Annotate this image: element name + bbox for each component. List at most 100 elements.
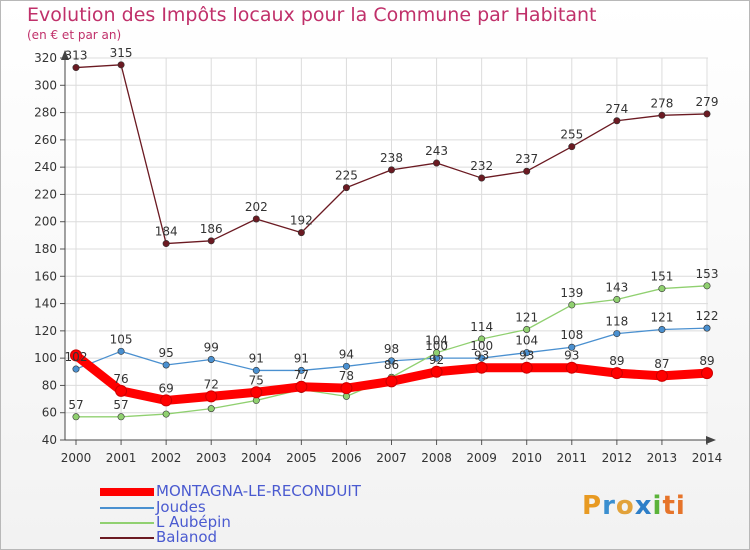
data-label: 86: [384, 358, 399, 372]
data-label: 92: [429, 353, 444, 367]
data-point: [117, 61, 125, 69]
data-point: [433, 159, 441, 167]
x-tick-label: 2008: [421, 451, 452, 465]
data-point: [565, 361, 578, 374]
data-label: 98: [384, 342, 399, 356]
legend-swatch: [100, 521, 154, 524]
data-point: [205, 390, 218, 403]
data-point: [162, 361, 170, 369]
data-point: [613, 117, 621, 125]
legend-swatch: [100, 536, 154, 539]
data-label: 102: [65, 350, 88, 364]
x-tick-label: 2014: [692, 451, 723, 465]
data-label: 202: [245, 200, 268, 214]
data-label: 255: [560, 128, 583, 142]
data-label: 77: [294, 368, 309, 382]
data-point: [207, 405, 215, 413]
y-tick-label: 100: [34, 351, 57, 365]
data-point: [340, 382, 353, 395]
data-label: 100: [425, 339, 448, 353]
data-label: 100: [470, 339, 493, 353]
data-label: 313: [65, 49, 88, 63]
data-label: 89: [699, 354, 714, 368]
legend-item: MONTAGNA-LE-RECONDUIT: [100, 484, 361, 499]
data-label: 121: [650, 310, 673, 324]
data-label: 114: [470, 320, 493, 334]
data-point: [162, 410, 170, 418]
data-label: 238: [380, 151, 403, 165]
data-label: 78: [339, 369, 354, 383]
data-point: [613, 295, 621, 303]
x-tick-label: 2002: [151, 451, 182, 465]
y-tick-label: 140: [34, 297, 57, 311]
legend-item: Balanod: [100, 530, 217, 545]
data-label: 186: [200, 222, 223, 236]
data-label: 104: [425, 334, 448, 348]
x-tick-label: 2010: [511, 451, 542, 465]
data-point: [613, 330, 621, 338]
data-label: 95: [159, 346, 174, 360]
data-label: 72: [204, 377, 219, 391]
data-point: [117, 413, 125, 421]
x-tick-label: 2013: [647, 451, 678, 465]
data-point: [658, 111, 666, 119]
y-tick-label: 40: [42, 433, 57, 447]
data-label: 122: [696, 309, 719, 323]
data-point: [523, 325, 531, 333]
data-point: [252, 215, 260, 223]
x-tick-label: 2011: [557, 451, 588, 465]
data-label: 225: [335, 169, 358, 183]
data-point: [385, 375, 398, 388]
legend-item: L Aubépin: [100, 515, 231, 530]
x-tick-label: 2000: [61, 451, 92, 465]
legend-swatch: [100, 487, 154, 496]
y-tick-label: 320: [34, 51, 57, 65]
data-point: [568, 343, 576, 351]
data-point: [72, 365, 80, 373]
logo-letter: P: [582, 491, 603, 521]
data-point: [115, 384, 128, 397]
y-tick-label: 200: [34, 215, 57, 229]
data-point: [162, 240, 170, 248]
data-label: 57: [113, 398, 128, 412]
data-point: [207, 356, 215, 364]
data-point: [701, 367, 713, 380]
data-point: [658, 325, 666, 333]
data-label: 75: [249, 373, 264, 387]
y-tick-label: 180: [34, 242, 57, 256]
data-label: 139: [560, 286, 583, 300]
data-point: [250, 386, 263, 399]
logo-letter: o: [615, 491, 635, 521]
proxiti-logo: Proxiti: [582, 491, 686, 521]
data-point: [72, 413, 80, 421]
data-point: [658, 285, 666, 293]
data-point: [342, 362, 350, 370]
data-point: [655, 369, 668, 382]
y-tick-label: 120: [34, 324, 57, 338]
data-point: [610, 367, 623, 380]
data-label: 274: [605, 102, 628, 116]
data-point: [568, 143, 576, 151]
legend-label: L Aubépin: [156, 513, 231, 531]
y-tick-label: 240: [34, 160, 57, 174]
data-label: 143: [605, 280, 628, 294]
data-label: 237: [515, 152, 538, 166]
data-label: 93: [474, 349, 489, 363]
data-label: 151: [650, 270, 673, 284]
data-point: [72, 64, 80, 72]
data-label: 76: [113, 372, 128, 386]
x-tick-label: 2009: [466, 451, 497, 465]
data-label: 93: [564, 349, 579, 363]
data-label: 93: [519, 349, 534, 363]
data-point: [252, 366, 260, 374]
data-label: 69: [159, 381, 174, 395]
data-point: [70, 349, 82, 362]
data-point: [568, 301, 576, 309]
y-axis-arrow: [61, 50, 69, 60]
x-tick-label: 2006: [331, 451, 362, 465]
x-tick-label: 2005: [286, 451, 317, 465]
y-tick-label: 60: [42, 406, 57, 420]
data-point: [523, 167, 531, 175]
data-label: 57: [68, 398, 83, 412]
